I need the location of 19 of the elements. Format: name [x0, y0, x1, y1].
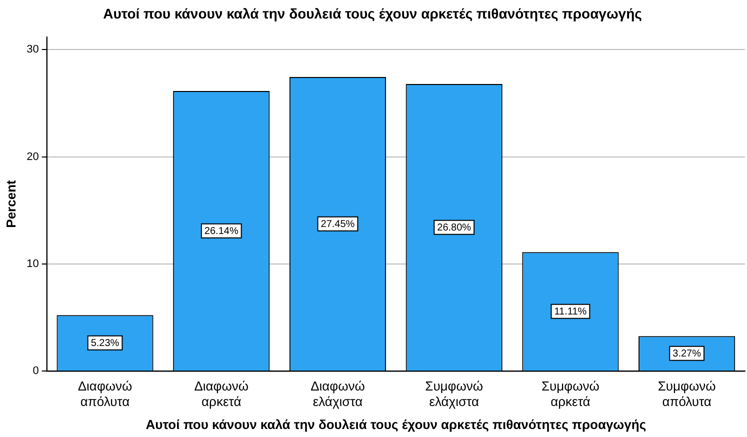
data-label: 27.45% — [320, 219, 355, 230]
data-label: 26.14% — [204, 226, 238, 238]
data-label: 5.23% — [90, 338, 120, 350]
x-tick-label: Διαφωνώ απόλυτα — [78, 378, 132, 410]
y-axis-title: Percent — [3, 179, 18, 228]
y-tick-label: 10 — [26, 258, 39, 270]
y-tick-label: 20 — [26, 150, 39, 163]
data-label: 11.11% — [554, 306, 587, 318]
y-tick-label: 0 — [32, 365, 39, 378]
x-tick-label: Διαφωνώ ελάχιστα — [310, 378, 365, 410]
chart-title: Αυτοί που κάνουν καλά την δουλειά τους έχουν αρκετές πιθανότητες προαγωγής — [103, 5, 642, 22]
x-tick-label: Διαφωνώ αρκετά — [194, 378, 249, 410]
data-label: 26.80% — [437, 222, 472, 234]
x-tick-label: Συμφωνώ ελάχιστα — [425, 378, 484, 410]
x-tick-label: Συμφωνώ απόλυτα — [658, 378, 716, 410]
y-tick-label: 30 — [26, 44, 39, 56]
data-label: 3.27% — [672, 348, 702, 360]
x-axis-title: Αυτοί που κάνουν καλά την δουλειά τους έχουν αρκετές πιθανότητες προαγωγής — [146, 416, 646, 432]
x-tick-label: Συμφωνώ αρκετά — [542, 378, 600, 410]
